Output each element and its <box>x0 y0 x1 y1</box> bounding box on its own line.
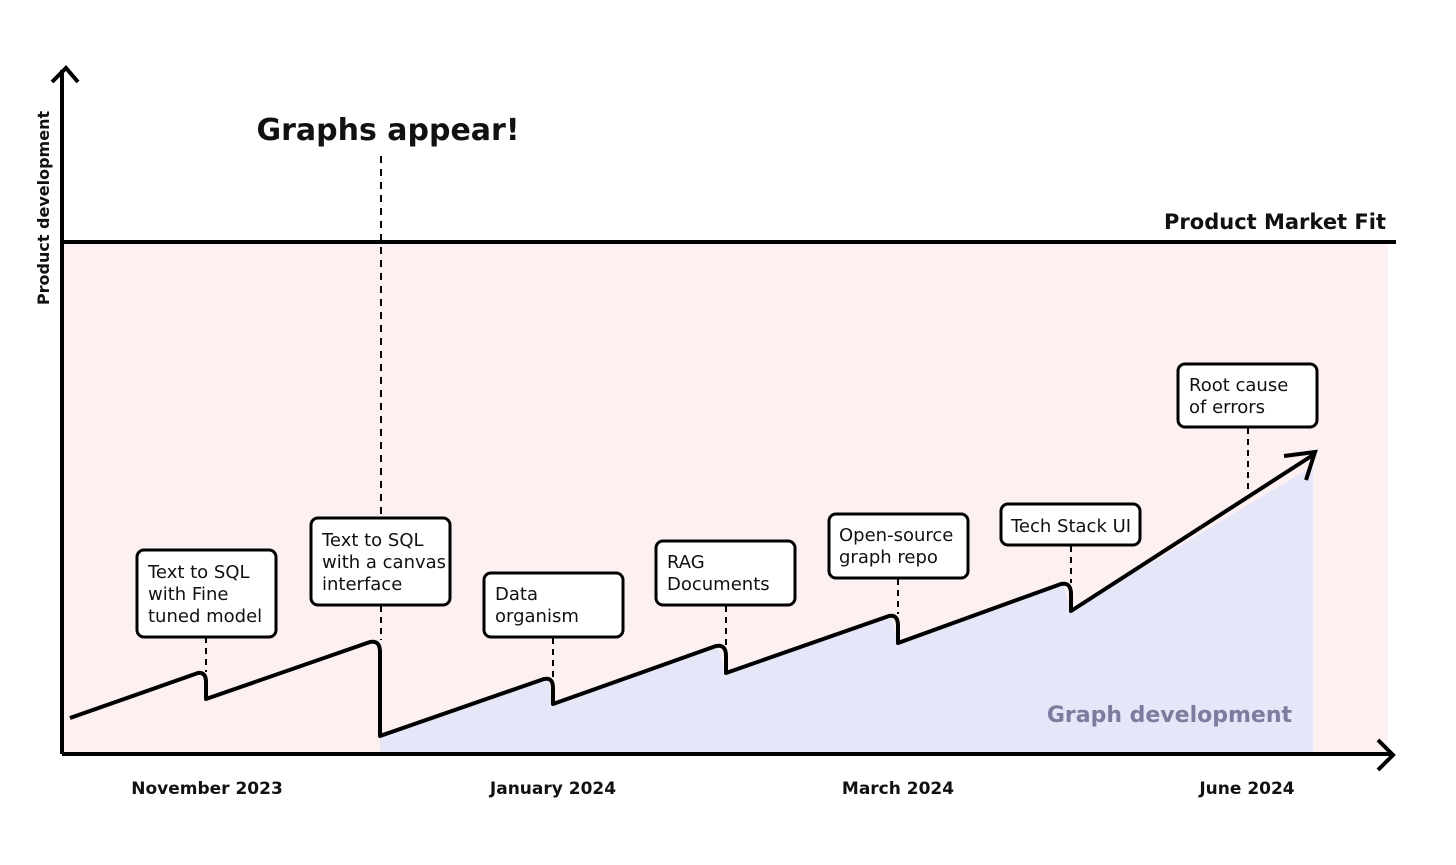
milestone-text: graph repo <box>839 547 938 568</box>
milestone-text: with Fine <box>148 584 228 605</box>
graph-development-area <box>380 466 1313 754</box>
x-axis-arrow <box>1376 738 1396 772</box>
milestone-text: Text to SQL <box>321 530 424 551</box>
milestone-box <box>654 539 797 607</box>
milestone-box <box>827 512 970 580</box>
x-label-january-2024: January 2024 <box>489 779 616 799</box>
y-axis-title: Product development <box>34 111 53 306</box>
milestone-tech-stack-ui: Tech Stack UI <box>999 502 1142 547</box>
x-label-march-2024: March 2024 <box>842 779 954 799</box>
milestone-box <box>999 502 1142 547</box>
milestone-text: Open-source <box>839 525 953 546</box>
milestone-text: Documents <box>667 574 770 595</box>
milestone-box <box>135 548 278 639</box>
milestone-text: RAG <box>667 552 705 573</box>
graphs-appear-headline: Graphs appear! <box>256 113 519 148</box>
milestone-box <box>309 516 452 607</box>
milestone-root-cause-of-errors: Root cause of errors <box>1176 362 1319 429</box>
x-label-june-2024: June 2024 <box>1198 779 1294 799</box>
product-growth-line <box>69 453 1315 738</box>
graph-development-label: Graph development <box>1047 703 1293 728</box>
milestone-text: Root cause <box>1189 375 1288 396</box>
y-axis-arrow <box>50 65 80 84</box>
milestone-text-to-sql-fine-tuned: Text to SQL with Fine tuned model <box>135 548 278 639</box>
milestone-text: with a canvas <box>322 552 446 573</box>
milestone-open-source-graph-repo: Open-source graph repo <box>827 512 970 580</box>
milestone-box <box>1176 362 1319 429</box>
milestone-text: interface <box>322 574 402 595</box>
milestone-text: Text to SQL <box>147 562 250 583</box>
growth-arrow-head <box>1283 449 1318 481</box>
milestone-text: Tech Stack UI <box>1010 516 1131 537</box>
milestone-data-organism: Data organism <box>482 571 625 639</box>
milestone-box <box>482 571 625 639</box>
milestone-rag-documents: RAG Documents <box>654 539 797 607</box>
x-label-november-2023: November 2023 <box>131 779 283 799</box>
milestone-text: tuned model <box>148 606 262 627</box>
milestone-text-to-sql-canvas: Text to SQL with a canvas interface <box>309 516 452 607</box>
milestone-text: Data <box>495 584 538 605</box>
milestone-text: of errors <box>1189 397 1265 418</box>
milestone-text: organism <box>495 606 579 627</box>
product-market-fit-label: Product Market Fit <box>1164 210 1386 234</box>
